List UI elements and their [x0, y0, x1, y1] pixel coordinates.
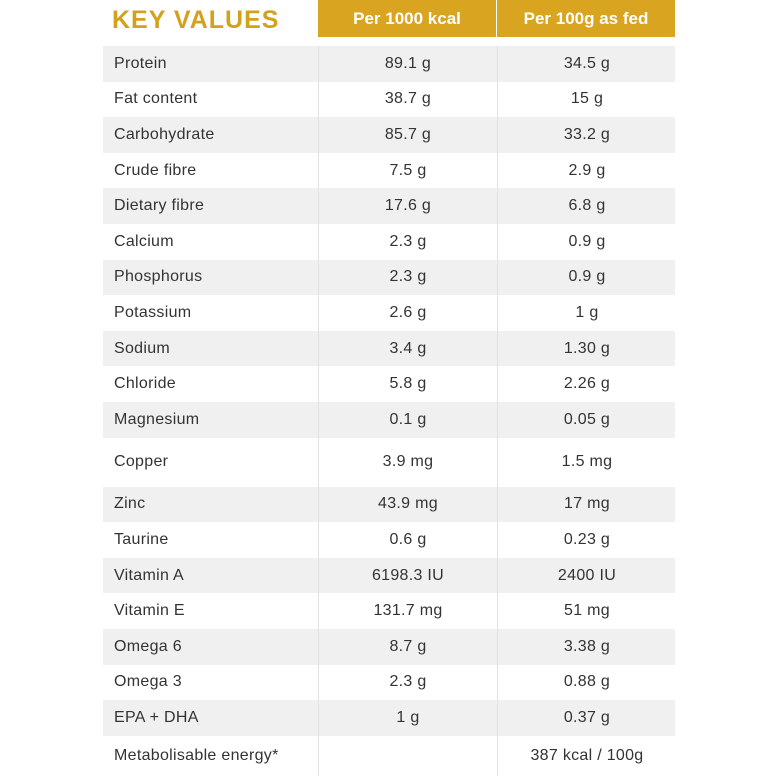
value-cell: 17 mg: [497, 486, 676, 523]
table-row: Fat content 38.7 g 15 g: [103, 81, 676, 118]
row-label: Dietary fibre: [114, 197, 205, 215]
table-row: EPA + DHA 1 g 0.37 g: [103, 700, 675, 736]
table-row: Taurine 0.6 g 0.23 g: [103, 522, 675, 558]
value-cell: 0.88 g: [497, 664, 676, 701]
row-label: Metabolisable energy*: [114, 746, 279, 764]
value-cell: 0.05 g: [497, 402, 676, 438]
value-cell: 1.30 g: [497, 330, 676, 367]
table-row: Phosphorus 2.3 g 0.9 g: [103, 259, 676, 296]
row-label: Crude fibre: [114, 161, 197, 179]
column-header: Per 1000 kcal: [318, 0, 496, 37]
row-label: Vitamin E: [114, 602, 185, 620]
value-cell: 387 kcal / 100g: [497, 735, 676, 776]
value-cell: 33.2 g: [497, 117, 676, 153]
value-cell: 1.5 mg: [497, 437, 676, 487]
table-row: Copper 3.9 mg 1.5 mg: [103, 437, 676, 487]
value-cell: 131.7 mg: [318, 593, 497, 629]
table-row: Vitamin E 131.7 mg 51 mg: [103, 593, 675, 629]
value-cell: 3.4 g: [318, 330, 497, 367]
value-cell: 15 g: [497, 81, 676, 118]
value-cell: 0.9 g: [497, 224, 676, 260]
table-row: Zinc 43.9 mg 17 mg: [103, 486, 676, 523]
value-cell: 1 g: [497, 295, 676, 331]
table-row: Omega 3 2.3 g 0.88 g: [103, 664, 676, 701]
value-cell: 38.7 g: [318, 81, 497, 118]
row-label: Copper: [114, 453, 169, 471]
value-cell: 17.6 g: [318, 188, 497, 224]
row-label: Chloride: [114, 375, 176, 393]
table-row: Calcium 2.3 g 0.9 g: [103, 224, 675, 260]
row-label: Omega 3: [114, 673, 182, 691]
value-cell: 2.6 g: [318, 295, 497, 331]
row-label: Potassium: [114, 303, 192, 321]
column-header: Per 100g as fed: [497, 0, 675, 37]
value-cell: 2.3 g: [318, 664, 497, 701]
row-label: Sodium: [114, 339, 171, 357]
value-cell: 5.8 g: [318, 366, 497, 402]
value-cell: 2.9 g: [497, 152, 676, 189]
value-cell: 2.3 g: [318, 224, 497, 260]
value-cell: 6198.3 IU: [318, 557, 497, 594]
value-cell: 8.7 g: [318, 629, 497, 665]
table-row: Magnesium 0.1 g 0.05 g: [103, 402, 675, 438]
value-cell: 6.8 g: [497, 188, 676, 224]
table-row: Carbohydrate 85.7 g 33.2 g: [103, 117, 675, 153]
row-label: Vitamin A: [114, 566, 184, 584]
value-cell: 3.9 mg: [318, 437, 497, 487]
value-cell: 7.5 g: [318, 152, 497, 189]
table-row: Vitamin A 6198.3 IU 2400 IU: [103, 557, 676, 594]
value-cell: 2400 IU: [497, 557, 676, 594]
value-cell: 1 g: [318, 700, 497, 736]
table-row: Chloride 5.8 g 2.26 g: [103, 366, 675, 402]
row-label: EPA + DHA: [114, 708, 199, 726]
value-cell: 0.37 g: [497, 700, 676, 736]
table-row: Sodium 3.4 g 1.30 g: [103, 330, 676, 367]
value-cell: 0.23 g: [497, 522, 676, 558]
value-cell: 43.9 mg: [318, 486, 497, 523]
table-row: Protein 89.1 g 34.5 g: [103, 46, 675, 82]
table-row: Omega 6 8.7 g 3.38 g: [103, 629, 675, 665]
value-cell: 0.1 g: [318, 402, 497, 438]
value-cell: 0.9 g: [497, 259, 676, 296]
value-cell: 2.3 g: [318, 259, 497, 296]
value-cell: 3.38 g: [497, 629, 676, 665]
row-label: Calcium: [114, 232, 174, 250]
empty-cell: [318, 735, 497, 776]
row-label: Taurine: [114, 530, 169, 548]
value-cell: 0.6 g: [318, 522, 497, 558]
table-row: Metabolisable energy* 387 kcal / 100g: [103, 735, 676, 776]
value-cell: 51 mg: [497, 593, 676, 629]
table-row: Crude fibre 7.5 g 2.9 g: [103, 152, 676, 189]
table-row: Dietary fibre 17.6 g 6.8 g: [103, 188, 675, 224]
table-title: KEY VALUES: [112, 6, 280, 34]
row-label: Fat content: [114, 90, 198, 108]
row-label: Omega 6: [114, 637, 182, 655]
row-label: Carbohydrate: [114, 125, 215, 143]
value-cell: 89.1 g: [318, 46, 497, 82]
row-label: Magnesium: [114, 410, 200, 428]
row-label: Protein: [114, 54, 167, 72]
value-cell: 85.7 g: [318, 117, 497, 153]
row-label: Phosphorus: [114, 268, 203, 286]
value-cell: 2.26 g: [497, 366, 676, 402]
value-cell: 34.5 g: [497, 46, 676, 82]
row-label: Zinc: [114, 495, 146, 513]
